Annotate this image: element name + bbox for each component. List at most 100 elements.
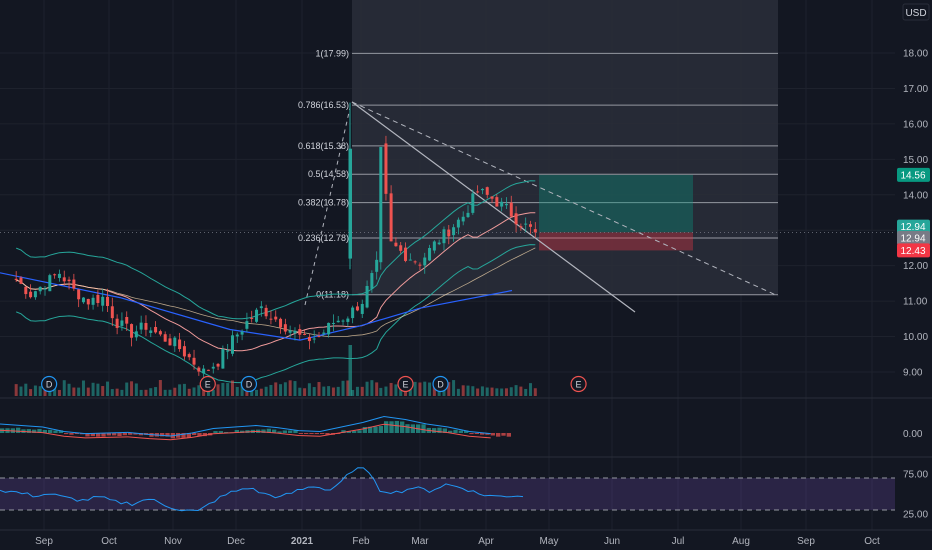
- candle-body: [288, 330, 292, 333]
- dashed-rise-line[interactable]: [304, 107, 351, 306]
- candle-body: [274, 316, 278, 320]
- candle-body: [490, 196, 494, 199]
- candle-body: [81, 297, 85, 303]
- volume-bar: [288, 380, 292, 396]
- candle-body: [495, 197, 499, 207]
- macd-histogram-bar: [261, 429, 266, 433]
- candle-body: [351, 307, 355, 319]
- volume-bar: [442, 389, 446, 396]
- volume-bar: [216, 384, 220, 396]
- candle-body: [360, 303, 364, 314]
- dividend-event-marker[interactable]: [41, 375, 58, 393]
- candle-body: [365, 285, 369, 308]
- trend-lines[interactable]: [304, 101, 779, 313]
- macd-histogram-bar: [16, 427, 21, 433]
- price-axis[interactable]: 18.0017.0016.0015.0014.0013.0012.0011.00…: [897, 13, 930, 379]
- fib-level-label: 0.5(14.58): [308, 169, 349, 179]
- volume-bar: [24, 383, 28, 396]
- candle-body: [125, 317, 129, 324]
- candle-body: [33, 291, 37, 298]
- candle-body: [375, 259, 379, 272]
- time-tick-label: Dec: [227, 536, 245, 547]
- candle-body: [384, 143, 388, 194]
- descending-trendline[interactable]: [351, 101, 636, 313]
- volume-bar: [303, 388, 307, 396]
- macd-histogram-bar: [37, 428, 42, 433]
- dividend-event-marker[interactable]: [240, 375, 258, 393]
- time-tick-label: Jun: [604, 536, 620, 547]
- candle-body: [115, 318, 119, 328]
- volume-bar: [379, 387, 383, 396]
- volume-bar: [327, 386, 331, 396]
- long-position-tool[interactable]: [539, 174, 693, 251]
- candle-body: [130, 324, 134, 338]
- volume-bar: [317, 382, 321, 396]
- volume-bar: [77, 387, 81, 396]
- fib-level-label: 0.382(13.78): [298, 198, 349, 208]
- macd-histogram-bar: [421, 424, 426, 433]
- fibonacci-retracement[interactable]: 1(17.99) 0.786(16.53) 0.618(15.38) 0.5(14.5…: [298, 0, 778, 300]
- dividend-event-marker[interactable]: [432, 375, 449, 393]
- currency-label: USD: [905, 8, 926, 19]
- earnings-event-marker[interactable]: [570, 375, 587, 393]
- candle-body: [48, 275, 52, 292]
- macd-histogram-bar: [474, 433, 479, 434]
- volume-bar: [355, 386, 359, 396]
- volume-bar: [384, 386, 388, 396]
- macd-histogram-bar: [496, 433, 501, 437]
- macd-histogram-bar: [85, 433, 90, 437]
- volume-bar: [490, 387, 494, 396]
- volume-bar: [307, 383, 311, 396]
- candle-body: [182, 346, 186, 357]
- candle-body: [331, 322, 335, 324]
- candle-body: [279, 318, 283, 328]
- volume-bar: [500, 388, 504, 396]
- candle-body: [428, 248, 432, 261]
- macd-histogram-bar: [112, 433, 117, 436]
- candle-body: [120, 320, 124, 326]
- earnings-event-marker[interactable]: [397, 375, 414, 393]
- volume-bar: [221, 382, 225, 396]
- earnings-event-marker[interactable]: [199, 375, 216, 393]
- candle-body: [149, 330, 153, 333]
- macd-histogram-bar: [448, 430, 453, 433]
- time-tick-label: Jul: [672, 536, 685, 547]
- candle-body: [24, 286, 28, 295]
- time-tick-label: Aug: [732, 536, 750, 547]
- macd-histogram-bar: [384, 421, 389, 433]
- volume-bar: [72, 387, 76, 396]
- fib-zone-background: [352, 0, 778, 295]
- macd-histogram-bar: [506, 433, 511, 437]
- volume-bar: [466, 385, 470, 396]
- macd-histogram-bar: [320, 433, 325, 434]
- volume-spike: [348, 345, 352, 396]
- candle-body: [255, 309, 259, 322]
- candle-body: [389, 193, 393, 242]
- candle-body: [96, 294, 100, 303]
- volume-bar: [264, 386, 268, 396]
- dashed-trendline[interactable]: [351, 101, 779, 297]
- candle-body: [452, 227, 456, 236]
- volume-bar: [528, 383, 532, 396]
- currency-badge: [902, 3, 930, 21]
- macd-histogram-bar: [282, 430, 287, 433]
- candle-body: [298, 329, 302, 335]
- time-axis[interactable]: Sep Oct Nov Dec 2021 Feb Mar Apr May Jun Jul Aug Sep…: [35, 536, 880, 547]
- candle-body: [442, 229, 446, 244]
- candle-body: [235, 334, 239, 337]
- macd-histogram-bar: [458, 430, 463, 433]
- candle-body: [408, 259, 412, 261]
- candle-body: [154, 326, 158, 333]
- macd-histogram-bar: [234, 430, 239, 433]
- macd-histogram-bar: [480, 433, 485, 435]
- price-tick-label: 12.00: [903, 261, 928, 272]
- macd-histogram-bar: [133, 433, 138, 435]
- volume-bar: [211, 389, 215, 396]
- candle-body: [221, 348, 225, 369]
- candle-body: [211, 366, 215, 369]
- time-tick-label: Apr: [478, 536, 494, 547]
- volume-bar: [38, 386, 42, 396]
- candle-body: [327, 322, 331, 335]
